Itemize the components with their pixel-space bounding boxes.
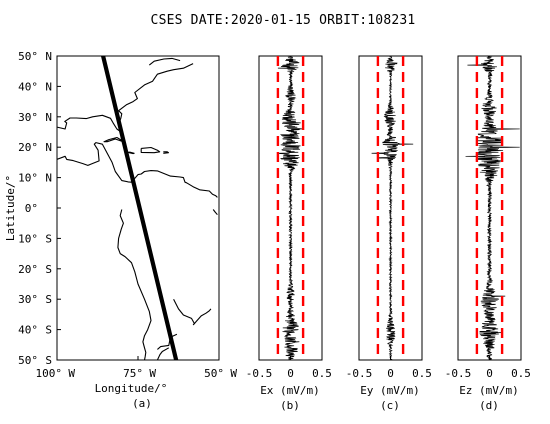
map-x-tick-label-0: 100° <box>36 367 63 380</box>
map-x-tick-hemisphere-2: W <box>230 367 237 380</box>
ez-trace <box>465 55 520 361</box>
map-x-tick-hemisphere-1: W <box>149 367 156 380</box>
map-y-tick-label-6: 10° <box>18 232 38 245</box>
ey-x-tick-label-1: 0 <box>387 367 394 380</box>
ey-plot: -0.5 0 0.5 <box>346 55 432 380</box>
map-y-tick-label-7: 20° <box>18 263 38 276</box>
map-y-tick-hemisphere-10: S <box>45 354 52 367</box>
ey-trace <box>371 55 414 361</box>
coastlines <box>57 57 218 360</box>
orbit-track <box>100 56 179 360</box>
ey-axis-label: Ey (mV/m) <box>360 384 420 397</box>
coastline-10 <box>156 347 170 360</box>
coastline-2 <box>57 63 194 132</box>
orbit-track-layer <box>100 56 179 360</box>
ey-x-tick-label-0: -0.5 <box>346 367 373 380</box>
coastline-4 <box>140 146 161 154</box>
map-y-axis-label: Latitude/° <box>4 175 17 241</box>
coastline-5 <box>163 151 170 154</box>
ez-panel: -0.5 0 0.5 Ez (mV/m) (d) <box>445 55 531 412</box>
ey-x-tick-label-2: 0.5 <box>412 367 432 380</box>
map-y-tick-label-1: 40° <box>18 80 38 93</box>
map-y-tick-hemisphere-1: N <box>45 80 52 93</box>
ey-subtitle: (c) <box>380 399 400 412</box>
coastline-3 <box>103 136 126 143</box>
coastline-11 <box>173 298 196 325</box>
ex-subtitle: (b) <box>280 399 300 412</box>
map-y-tick-label-0: 50° <box>18 50 38 63</box>
ez-x-tick-label-0: -0.5 <box>445 367 472 380</box>
ex-trace <box>277 55 304 361</box>
map-y-tick-hemisphere-4: N <box>45 172 52 185</box>
map-axis-ticks: 50° N 40° N 30° N 20° N 10° N 0° 10° S 20° S 30° S 40° S 50… <box>18 50 237 380</box>
map-y-tick-hemisphere-6: S <box>45 232 52 245</box>
map-x-axis-label: Longitude/° <box>95 382 168 395</box>
ez-plot: -0.5 0 0.5 <box>445 55 531 380</box>
ex-plot: -0.5 0 0.5 <box>246 55 332 380</box>
map-y-tick-label-3: 20° <box>18 141 38 154</box>
figure-title: CSES DATE:2020-01-15 ORBIT:108231 <box>151 13 416 28</box>
map-y-tick-hemisphere-9: S <box>45 324 52 337</box>
map-x-tick-label-2: 50° <box>204 367 224 380</box>
ez-x-tick-label-2: 0.5 <box>511 367 531 380</box>
ex-x-tick-label-0: -0.5 <box>246 367 273 380</box>
ez-subtitle: (d) <box>479 399 499 412</box>
map-y-tick-label-10: 50° <box>18 354 38 367</box>
ex-panel: -0.5 0 0.5 Ex (mV/m) (b) <box>246 55 332 412</box>
map-y-tick-label-4: 10° <box>18 172 38 185</box>
ey-panel: -0.5 0 0.5 Ey (mV/m) (c) <box>346 55 432 412</box>
ex-axis-label: Ex (mV/m) <box>260 384 320 397</box>
coastline-7 <box>148 57 181 66</box>
map-y-tick-label-8: 30° <box>18 293 38 306</box>
map-x-tick-label-1: 75° <box>123 367 143 380</box>
map-subtitle: (a) <box>132 397 152 410</box>
map-y-tick-hemisphere-3: N <box>45 141 52 154</box>
coastline-0 <box>57 142 218 198</box>
map-y-tick-hemisphere-7: S <box>45 263 52 276</box>
map-y-tick-label-5: 0° <box>25 202 38 215</box>
map-y-tick-label-2: 30° <box>18 111 38 124</box>
map-panel: 50° N 40° N 30° N 20° N 10° N 0° 10° S 20° S 30° S 40° S 50… <box>4 50 237 410</box>
map-y-tick-label-9: 40° <box>18 324 38 337</box>
ez-x-tick-label-1: 0 <box>486 367 493 380</box>
map-y-tick-hemisphere-0: N <box>45 50 52 63</box>
ex-x-tick-label-1: 0 <box>287 367 294 380</box>
coastline-8 <box>192 308 212 326</box>
map-y-tick-hemisphere-2: N <box>45 111 52 124</box>
ez-axis-label: Ez (mV/m) <box>459 384 519 397</box>
map-x-tick-hemisphere-0: W <box>68 367 75 380</box>
map-y-tick-hemisphere-8: S <box>45 293 52 306</box>
coastline-12 <box>212 209 218 216</box>
ex-x-tick-label-2: 0.5 <box>312 367 332 380</box>
coastline-1 <box>117 209 152 360</box>
